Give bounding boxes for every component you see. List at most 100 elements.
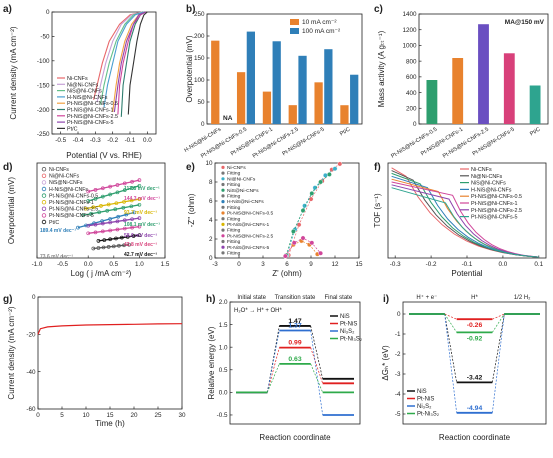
tafel-slope-label: 189.4 mV dec⁻¹: [40, 228, 76, 234]
x-tick-label: 0.0: [84, 261, 93, 268]
legend-entry: H-NiS@Ni-CNFs: [49, 187, 88, 193]
y-tick-label: 0: [413, 121, 417, 128]
legend-entry: H-NiS@Ni-CNFs: [227, 199, 264, 205]
bar-H-NiS@Ni-CNFs: [211, 40, 220, 124]
y-tick-label: -60: [26, 406, 36, 413]
energy-value: 1.37: [288, 322, 301, 329]
x-tick-label: -0.1: [125, 137, 136, 144]
bar-Pt-NiS@Ni-CNFs-5: [314, 82, 323, 124]
legend-entry: Ni₃S₂: [340, 329, 355, 335]
x-axis-label: Reaction coordinate: [439, 433, 511, 442]
x-axis-label: Reaction coordinate: [259, 433, 331, 442]
y-tick-label: 400: [406, 90, 417, 97]
energy-connector: [266, 347, 280, 393]
y-tick-label: -200: [37, 107, 50, 114]
category-label: Pt-NiS@Ni-CNFs-2.5: [442, 127, 490, 160]
legend-entry: Pt-NiS@Ni-CNFs-0.5: [49, 193, 98, 199]
y-tick-label: 1.5: [219, 322, 228, 329]
legend-entry: Ni-CNFs: [227, 165, 246, 171]
y-tick-label: 50: [197, 99, 205, 106]
panel-label: i): [383, 294, 389, 305]
panel-label: g): [3, 294, 12, 305]
legend-marker: [221, 234, 225, 238]
plot-frame: [36, 162, 166, 259]
x-tick-label: -0.1: [462, 261, 473, 268]
y-tick-label: -40: [26, 369, 36, 376]
tafel-fit-line: [88, 185, 140, 202]
stability-line: [37, 323, 183, 335]
x-tick-label: 15: [106, 412, 114, 419]
tafel-slope-label: 108.1 mV dec⁻¹: [124, 222, 160, 228]
legend-marker: [41, 193, 47, 198]
legend-marker: [221, 165, 225, 169]
y-tick-label: 200: [194, 33, 205, 40]
y-tick-label: 1.0: [219, 344, 228, 351]
plot-frame: [206, 13, 363, 125]
legend-swatch: [290, 19, 299, 25]
stage-label: H⁺ + e⁻: [416, 294, 437, 301]
y-tick-label: -1: [395, 331, 401, 338]
legend-entry: Fitting: [227, 228, 241, 234]
x-axis-label: Log ( j /mA cm⁻²): [71, 269, 132, 278]
plot-frame: [37, 296, 183, 410]
x-tick-label: 9: [309, 261, 313, 268]
y-axis-label: Overpotential (mV): [7, 177, 16, 244]
legend-entry: H-NiS@Ni-CNFs: [471, 187, 512, 193]
y-axis-label: TOF (s⁻¹): [373, 193, 382, 228]
x-tick-label: -0.5: [55, 137, 66, 144]
energy-connector: [492, 313, 505, 333]
tafel-fit-line: [82, 204, 140, 216]
eis-point: [282, 253, 288, 259]
y-tick-label: 2: [209, 236, 213, 243]
legend-entry: Fitting: [227, 251, 241, 257]
x-tick-label: 30: [178, 412, 186, 419]
plot-frame: [387, 162, 547, 259]
y-tick-label: 0.0: [219, 390, 228, 397]
energy-connector: [266, 330, 280, 393]
category-label: Pt-NiS@Ni-CNFs-0.5: [200, 127, 248, 160]
y-tick-label: -5: [395, 411, 401, 418]
x-tick-label: -0.2: [426, 261, 437, 268]
y-axis-label: Current density (mA cm⁻²): [7, 306, 16, 399]
y-tick-label: -50: [40, 34, 50, 41]
y-tick-label: 4: [209, 217, 213, 224]
panel-label: d): [3, 162, 12, 173]
series-line-Pt/C: [127, 11, 148, 115]
legend-marker: [221, 211, 225, 215]
legend-entry: NiS: [417, 389, 427, 395]
x-tick-label: 15: [355, 261, 363, 268]
panel-label: h): [206, 294, 215, 305]
y-tick-label: -0.5: [217, 412, 228, 419]
legend-marker: [41, 199, 47, 205]
y-tick-label: 1200: [402, 27, 417, 34]
y-tick-label: 0: [397, 311, 401, 318]
legend-entry: Fitting: [227, 171, 241, 177]
stage-label: H*: [471, 295, 478, 301]
energy-connector: [444, 313, 458, 383]
panel-label: a): [3, 4, 12, 15]
legend-entry: Fitting: [227, 216, 241, 222]
legend-entry: Pt-Ni₃S₂: [340, 337, 363, 343]
legend-entry: Pt-Ni₃S₂: [417, 412, 440, 418]
bar-Pt/C: [350, 74, 359, 124]
legend-entry: H-NiS@Ni-CNFs: [67, 95, 108, 101]
tafel-fit-line: [93, 244, 130, 250]
legend-marker: [221, 171, 225, 175]
stage-label: 1/2 H₂: [514, 295, 531, 301]
y-tick-label: 2.0: [219, 299, 228, 306]
tafel-fit-line: [85, 198, 140, 210]
legend-entry: Ni-CNFs: [471, 167, 492, 173]
y-tick-label: 0: [46, 9, 50, 16]
x-tick-label: 0: [237, 261, 241, 268]
legend-entry: Pt-NiS: [417, 397, 434, 403]
energy-value: 0.63: [288, 356, 301, 363]
bar-Pt-NiS@Ni-CNFs-2.5: [288, 105, 297, 124]
na-label: NA: [223, 115, 233, 122]
legend-marker: [221, 194, 225, 198]
bar-Pt-NiS@Ni-CNFs-1: [272, 41, 281, 124]
x-tick-label: 10: [82, 412, 90, 419]
x-tick-label: -3: [212, 261, 218, 268]
series-line-H-NiS@Ni-CNFs: [103, 11, 145, 108]
series-line-NiS@Ni-CNFs: [99, 11, 145, 105]
x-tick-label: -0.4: [73, 137, 84, 144]
